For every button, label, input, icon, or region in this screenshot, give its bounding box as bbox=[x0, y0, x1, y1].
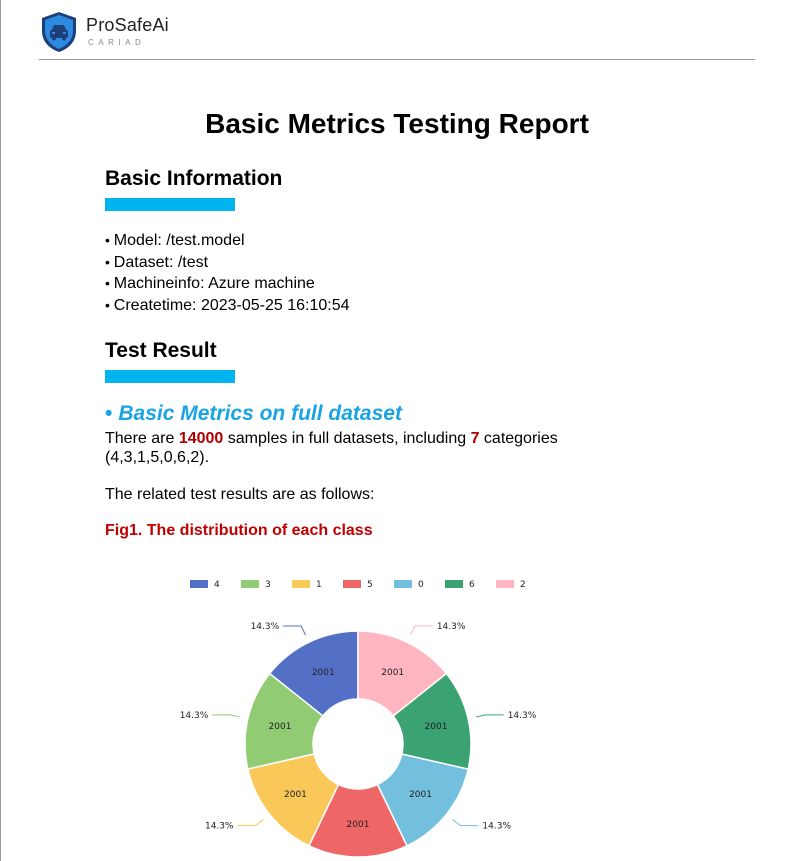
value-label-3: 2001 bbox=[269, 722, 292, 732]
info-item-dataset: Dataset: /test bbox=[105, 252, 350, 274]
test-result-underline bbox=[105, 370, 235, 383]
info-item-createtime: Createtime: 2023-05-25 16:10:54 bbox=[105, 295, 350, 317]
leader-line-3 bbox=[212, 714, 241, 718]
test-result-heading: Test Result bbox=[105, 339, 217, 362]
value-label-6: 2001 bbox=[425, 722, 448, 732]
header-divider bbox=[39, 59, 755, 60]
value-label-1: 2001 bbox=[284, 790, 307, 800]
percent-label-0: 14.3% bbox=[482, 822, 511, 832]
legend-swatch-3 bbox=[241, 580, 259, 588]
basic-info-heading: Basic Information bbox=[105, 167, 283, 190]
leader-line-1 bbox=[237, 819, 264, 827]
value-label-5: 2001 bbox=[347, 820, 370, 830]
slice-1 bbox=[246, 753, 340, 847]
value-label-0: 2001 bbox=[409, 790, 432, 800]
leader-line-0 bbox=[452, 819, 479, 827]
legend-swatch-0 bbox=[394, 580, 412, 588]
figure-caption: Fig1. The distribution of each class bbox=[105, 522, 373, 539]
legend-swatch-2 bbox=[496, 580, 514, 588]
samples-count: 14000 bbox=[178, 430, 224, 447]
categories-count: 7 bbox=[470, 430, 480, 447]
basic-info-list: Model: /test.model Dataset: /test Machin… bbox=[105, 230, 350, 316]
samples-paragraph: There are 14000 samples in full datasets… bbox=[105, 429, 665, 467]
legend-label-2: 2 bbox=[520, 580, 526, 590]
slice-2 bbox=[357, 630, 448, 717]
slice-0 bbox=[376, 753, 470, 847]
legend-swatch-6 bbox=[445, 580, 463, 588]
results-intro: The related test results are as follows: bbox=[105, 486, 375, 503]
slice-6 bbox=[392, 672, 472, 771]
report-title: Basic Metrics Testing Report bbox=[205, 108, 589, 139]
info-item-machineinfo: Machineinfo: Azure machine bbox=[105, 273, 350, 295]
logo-subtitle: CARIAD bbox=[88, 38, 146, 47]
legend-label-1: 1 bbox=[316, 580, 322, 590]
para-text: There are bbox=[105, 430, 179, 447]
logo: ProSafeAi CARIAD bbox=[40, 11, 180, 55]
legend-label-5: 5 bbox=[367, 580, 373, 590]
leader-line-4 bbox=[283, 625, 306, 636]
value-label-2: 2001 bbox=[381, 668, 404, 678]
legend-label-0: 0 bbox=[418, 580, 424, 590]
percent-label-2: 14.3% bbox=[437, 622, 466, 632]
legend-label-3: 3 bbox=[265, 580, 271, 590]
info-item-model: Model: /test.model bbox=[105, 230, 350, 252]
percent-label-4: 14.3% bbox=[251, 622, 280, 632]
donut-chart-svg: 4 3 1 5 0 6 2 2001 14.3% 2001 14.3% 2001 14.3% 2001 14… bbox=[180, 580, 537, 858]
para-text: samples in full datasets, including bbox=[223, 430, 471, 447]
subheading-text: Basic Metrics on full dataset bbox=[118, 402, 402, 425]
legend-label-4: 4 bbox=[214, 580, 220, 590]
legend-swatch-1 bbox=[292, 580, 310, 588]
legend-label-6: 6 bbox=[469, 580, 475, 590]
value-label-4: 2001 bbox=[312, 668, 335, 678]
category-list: (4,3,1,5,0,6,2). bbox=[105, 449, 210, 466]
leader-line-6 bbox=[475, 714, 504, 718]
basic-metrics-subheading: • Basic Metrics on full dataset bbox=[105, 402, 402, 426]
para-text: categories bbox=[479, 430, 558, 447]
leader-line-2 bbox=[410, 625, 433, 636]
legend-swatch-5 bbox=[343, 580, 361, 588]
slice-5 bbox=[307, 783, 409, 858]
shield-car-icon bbox=[42, 12, 76, 52]
slice-3 bbox=[244, 672, 324, 771]
percent-label-3: 14.3% bbox=[180, 711, 209, 721]
percent-label-1: 14.3% bbox=[205, 822, 234, 832]
logo-brand: ProSafeAi bbox=[86, 15, 169, 35]
percent-label-6: 14.3% bbox=[508, 711, 537, 721]
basic-info-underline bbox=[105, 198, 235, 211]
legend-swatch-4 bbox=[190, 580, 208, 588]
class-distribution-chart: 4 3 1 5 0 6 2 2001 14.3% 2001 14.3% 2001 14.3% 2001 14… bbox=[150, 568, 570, 861]
bullet-icon: • bbox=[105, 402, 113, 425]
